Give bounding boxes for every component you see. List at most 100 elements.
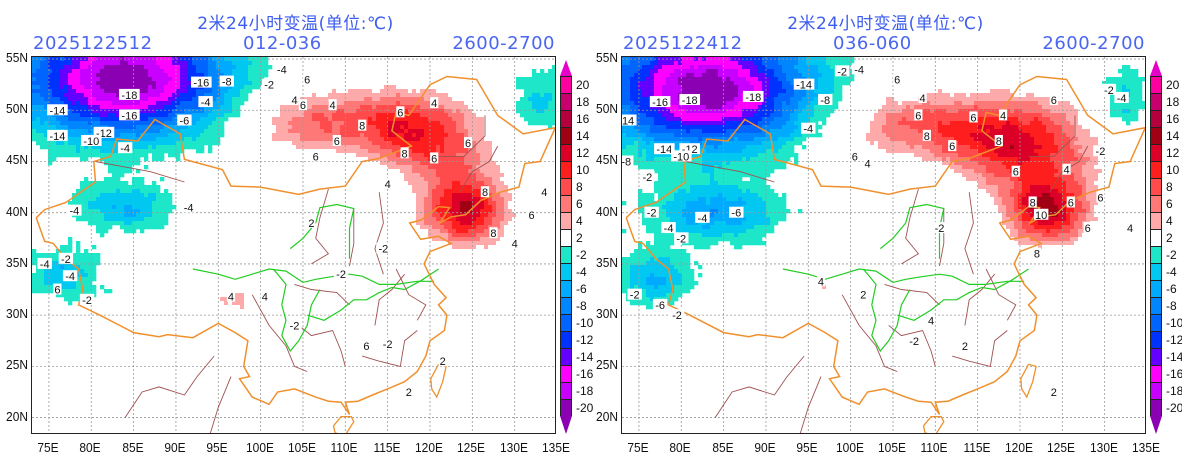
temperature-cell bbox=[440, 305, 445, 310]
temperature-cell bbox=[340, 357, 345, 362]
temperature-cell bbox=[372, 113, 377, 118]
temperature-cell bbox=[834, 77, 839, 82]
contour-label-bg bbox=[430, 152, 439, 164]
temperature-cell bbox=[926, 85, 931, 90]
temperature-cell bbox=[104, 109, 109, 114]
temperature-cell bbox=[420, 189, 425, 194]
temperature-cell bbox=[60, 101, 65, 106]
temperature-cell bbox=[798, 93, 803, 98]
temperature-cell bbox=[200, 133, 205, 138]
temperature-cell bbox=[232, 309, 237, 314]
temperature-cell bbox=[432, 197, 437, 202]
temperature-cell bbox=[40, 89, 45, 94]
temperature-cell bbox=[136, 149, 141, 154]
temperature-cell bbox=[148, 57, 153, 62]
temperature-cell bbox=[428, 301, 433, 306]
temperature-cell bbox=[216, 121, 221, 126]
temperature-cell bbox=[444, 201, 449, 206]
temperature-cell bbox=[276, 129, 281, 134]
temperature-cell bbox=[1126, 73, 1131, 78]
temperature-cell bbox=[208, 133, 213, 138]
temperature-cell bbox=[32, 253, 37, 258]
temperature-cell bbox=[264, 129, 269, 134]
temperature-cell bbox=[372, 145, 377, 150]
temperature-cell bbox=[834, 93, 839, 98]
temperature-cell bbox=[52, 57, 57, 62]
temperature-cell bbox=[682, 61, 687, 66]
temperature-cell bbox=[368, 85, 373, 90]
temperature-cell bbox=[36, 105, 41, 110]
temperature-cell bbox=[368, 109, 373, 114]
temperature-cell bbox=[288, 153, 293, 158]
temperature-cell bbox=[244, 293, 249, 298]
temperature-cell bbox=[420, 97, 425, 102]
temperature-cell bbox=[404, 193, 409, 198]
temperature-cell bbox=[432, 185, 437, 190]
temperature-cell bbox=[68, 237, 73, 242]
temperature-cell bbox=[196, 57, 201, 62]
temperature-cell bbox=[460, 253, 465, 258]
temperature-cell bbox=[492, 189, 497, 194]
temperature-cell bbox=[416, 213, 421, 218]
temperature-cell bbox=[40, 141, 45, 146]
temperature-cell bbox=[116, 189, 121, 194]
temperature-cell bbox=[132, 65, 137, 70]
temperature-cell bbox=[256, 289, 261, 294]
temperature-cell bbox=[460, 217, 465, 222]
temperature-cell bbox=[84, 145, 89, 150]
temperature-cell bbox=[638, 61, 643, 66]
temperature-cell bbox=[392, 169, 397, 174]
temperature-cell bbox=[124, 193, 129, 198]
temperature-cell bbox=[766, 57, 771, 62]
temperature-cell bbox=[176, 101, 181, 106]
temperature-cell bbox=[504, 217, 509, 222]
temperature-cell bbox=[64, 289, 69, 294]
temperature-cell bbox=[642, 57, 647, 62]
temperature-cell bbox=[392, 189, 397, 194]
temperature-cell bbox=[766, 85, 771, 90]
temperature-cell bbox=[184, 125, 189, 130]
temperature-cell bbox=[340, 105, 345, 110]
temperature-cell bbox=[96, 221, 101, 226]
temperature-cell bbox=[826, 85, 831, 90]
temperature-cell bbox=[690, 57, 695, 62]
temperature-cell bbox=[484, 121, 489, 126]
temperature-cell bbox=[112, 121, 117, 126]
temperature-cell bbox=[132, 149, 137, 154]
temperature-cell bbox=[938, 89, 943, 94]
temperature-cell bbox=[340, 109, 345, 114]
temperature-cell bbox=[248, 297, 253, 302]
temperature-cell bbox=[212, 289, 217, 294]
temperature-cell bbox=[734, 69, 739, 74]
temperature-cell bbox=[364, 105, 369, 110]
temperature-cell bbox=[674, 81, 679, 86]
temperature-cell bbox=[420, 101, 425, 106]
temperature-cell bbox=[108, 145, 113, 150]
temperature-cell bbox=[1110, 77, 1115, 82]
temperature-cell bbox=[204, 57, 209, 62]
temperature-cell bbox=[356, 309, 361, 314]
temperature-cell bbox=[368, 353, 373, 358]
temperature-cell bbox=[156, 85, 161, 90]
temperature-cell bbox=[396, 173, 401, 178]
temperature-cell bbox=[794, 73, 799, 78]
temperature-cell bbox=[160, 213, 165, 218]
temperature-cell bbox=[224, 285, 229, 290]
temperature-cell bbox=[356, 149, 361, 154]
temperature-cell bbox=[108, 161, 113, 166]
temperature-cell bbox=[48, 121, 53, 126]
temperature-cell bbox=[818, 73, 823, 78]
temperature-cell bbox=[630, 73, 635, 78]
temperature-cell bbox=[432, 201, 437, 206]
temperature-cell bbox=[512, 141, 517, 146]
temperature-cell bbox=[108, 289, 113, 294]
temperature-cell bbox=[108, 109, 113, 114]
temperature-cell bbox=[192, 73, 197, 78]
temperature-cell bbox=[296, 105, 301, 110]
temperature-cell bbox=[168, 209, 173, 214]
temperature-cell bbox=[220, 109, 225, 114]
contour-label: -4 bbox=[69, 206, 79, 218]
temperature-cell bbox=[196, 149, 201, 154]
colorbar-label: -14 bbox=[576, 349, 594, 364]
temperature-cell bbox=[500, 149, 505, 154]
